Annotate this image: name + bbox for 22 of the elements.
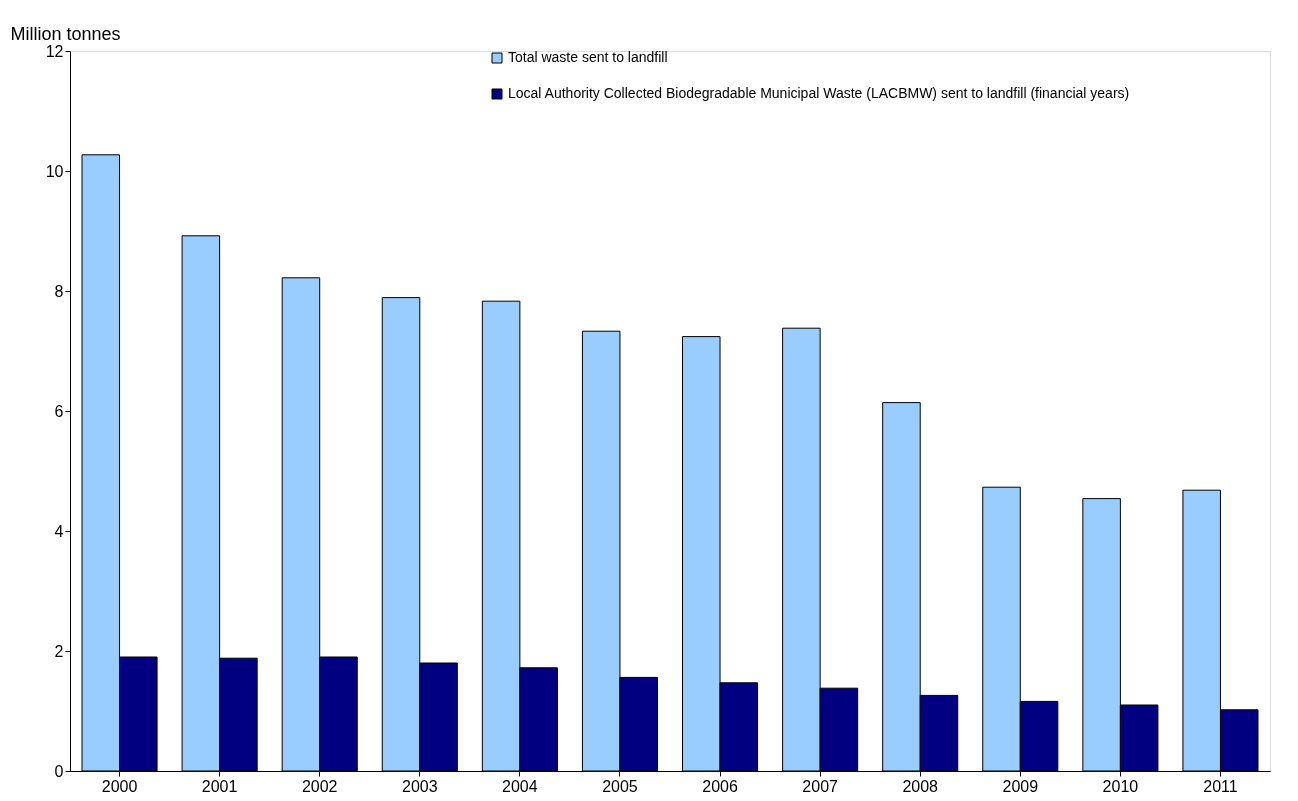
y-tick-label: 10 — [45, 162, 64, 180]
y-tick-label: 0 — [54, 762, 64, 780]
y-tick-label: 6 — [54, 402, 64, 420]
y-tick-label: 2 — [54, 642, 64, 660]
x-tick-label: 2001 — [201, 777, 238, 795]
x-tick-label: 2006 — [702, 777, 738, 795]
x-tick-label: 2002 — [301, 777, 338, 795]
x-tick-label: 2008 — [902, 777, 939, 795]
x-tick-label: 2000 — [101, 777, 138, 795]
legend-label: Total waste sent to landfill — [508, 49, 668, 65]
y-tick-label: 12 — [45, 42, 64, 60]
y-axis-title: Million tonnes — [10, 23, 121, 44]
x-tick-label: 2004 — [502, 777, 538, 795]
x-tick-label: 2010 — [1102, 777, 1139, 795]
x-tick-label: 2007 — [802, 777, 839, 795]
legend-label: Local Authority Collected Biodegradable Municipal Waste (LACBMW) sent to landfill (financial years) — [508, 85, 1130, 101]
x-tick-label: 2009 — [1002, 777, 1039, 795]
x-tick-label: 2003 — [401, 777, 438, 795]
y-tick-label: 4 — [54, 522, 64, 540]
x-tick-label: 2005 — [602, 777, 638, 795]
y-tick-label: 8 — [54, 282, 64, 300]
x-tick-label: 2011 — [1203, 777, 1238, 795]
